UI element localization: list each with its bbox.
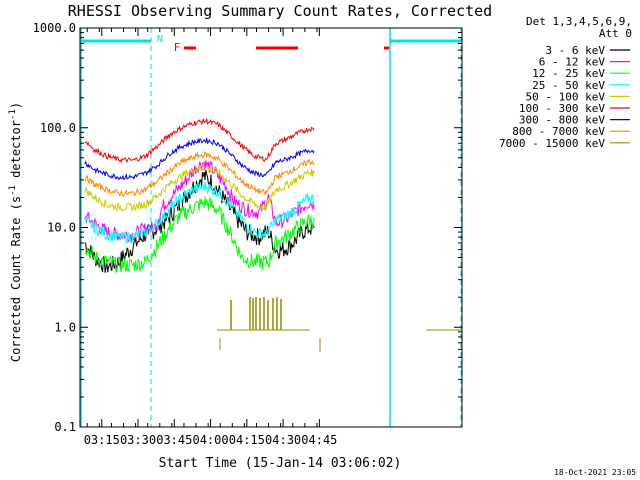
y-axis-ticks: 0.1 1.0 10.0 100.0 1000.0 (33, 21, 462, 434)
y-label-post: ) (9, 102, 23, 109)
legend-entry-label: 300 - 800 keV (519, 114, 605, 127)
chart-title: RHESSI Observing Summary Count Rates, Co… (68, 2, 492, 20)
series-line (84, 117, 315, 164)
footer-timestamp: 18-Oct-2021 23:05 (554, 468, 636, 477)
aux-detail-traces (217, 297, 461, 352)
x-tick-label: 03:45 (156, 433, 192, 447)
night-marker: N (157, 34, 163, 45)
legend-entry-label: 800 - 7000 keV (512, 125, 605, 138)
legend-entry-label: 50 - 100 keV (526, 90, 606, 103)
x-tick-label: 03:30 (120, 433, 156, 447)
y-label-sup1: -1 (8, 185, 18, 196)
legend-entry-label: 12 - 25 keV (532, 67, 605, 80)
x-axis-ticks: 03:15 03:30 03:45 04:00 04:15 04:30 04:45 (84, 28, 337, 447)
y-label-mid: detector (9, 120, 23, 185)
y-tick-label: 0.1 (54, 420, 76, 434)
legend-entry-label: 25 - 50 keV (532, 79, 605, 92)
x-tick-label: 04:15 (229, 433, 265, 447)
x-tick-label: 03:15 (84, 433, 120, 447)
legend-entry-label: 100 - 300 keV (519, 102, 605, 115)
x-tick-label: 04:00 (192, 433, 228, 447)
series-lines (84, 117, 315, 274)
legend-entry-label: 7000 - 15000 keV (499, 137, 605, 150)
y-label-sup2: -1 (8, 109, 18, 120)
legend-entry-label: 6 - 12 keV (539, 56, 606, 69)
series-line (84, 181, 315, 244)
legend-title-2: Att 0 (599, 27, 632, 40)
legend-title-1: Det 1,3,4,5,6,9, (526, 15, 632, 28)
x-axis-label: Start Time (15-Jan-14 03:06:02) (159, 456, 402, 471)
series-line (84, 137, 315, 181)
y-tick-label: 1.0 (54, 320, 76, 334)
series-line (84, 164, 315, 212)
y-axis-label: Corrected Count Rate (s-1 detector-1) (8, 102, 23, 362)
legend-entry-label: 3 - 6 keV (545, 44, 605, 57)
series-line (84, 169, 315, 273)
y-label-pre: Corrected Count Rate (s (9, 196, 23, 362)
x-tick-label: 04:45 (301, 433, 337, 447)
y-tick-label: 100.0 (40, 121, 76, 135)
y-tick-label: 10.0 (47, 221, 76, 235)
flare-marker: F (174, 41, 181, 54)
series-line (84, 150, 315, 197)
x-tick-label: 04:30 (265, 433, 301, 447)
series-line (84, 196, 315, 274)
y-tick-label: 1000.0 (33, 21, 76, 35)
